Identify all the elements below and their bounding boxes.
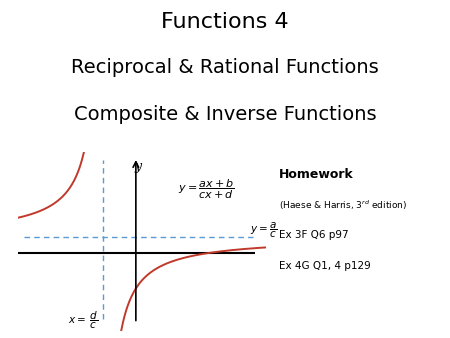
Text: (Haese & Harris, 3$^{rd}$ edition): (Haese & Harris, 3$^{rd}$ edition) xyxy=(279,199,407,212)
Text: Composite & Inverse Functions: Composite & Inverse Functions xyxy=(74,105,376,124)
Text: y: y xyxy=(135,160,142,173)
Text: Ex 4G Q1, 4 p129: Ex 4G Q1, 4 p129 xyxy=(279,261,371,271)
Text: Functions 4: Functions 4 xyxy=(161,11,289,32)
Text: Ex 3F Q6 p97: Ex 3F Q6 p97 xyxy=(279,230,349,240)
Text: $y=\dfrac{ax+b}{cx+d}$: $y=\dfrac{ax+b}{cx+d}$ xyxy=(178,177,235,201)
Text: Homework: Homework xyxy=(279,168,354,181)
Text: $y=\dfrac{a}{c}$: $y=\dfrac{a}{c}$ xyxy=(250,221,278,240)
Text: Reciprocal & Rational Functions: Reciprocal & Rational Functions xyxy=(71,58,379,77)
Text: $x=\;\dfrac{d}{c}$: $x=\;\dfrac{d}{c}$ xyxy=(68,309,99,331)
